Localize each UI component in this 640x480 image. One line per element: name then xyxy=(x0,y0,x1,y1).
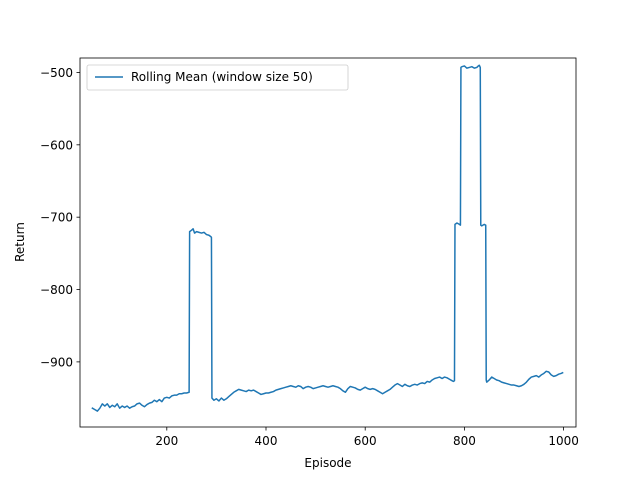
x-axis-label: Episode xyxy=(304,456,351,470)
y-axis: −900 −800 −700 −600 −500 xyxy=(40,66,80,369)
axes-frame xyxy=(79,57,577,428)
y-axis-label: Return xyxy=(13,222,27,262)
series-line-rolling-mean xyxy=(91,64,564,412)
y-tick-label: −800 xyxy=(40,283,73,297)
y-tick-label: −500 xyxy=(40,66,73,80)
legend: Rolling Mean (window size 50) xyxy=(86,64,349,91)
legend-entry-label: Rolling Mean (window size 50) xyxy=(131,70,313,84)
x-tick-label: 200 xyxy=(155,434,178,448)
x-tick-label: 1000 xyxy=(548,434,579,448)
y-tick-label: −900 xyxy=(40,355,73,369)
axes-background xyxy=(80,58,576,427)
x-tick-label: 800 xyxy=(453,434,476,448)
x-tick-label: 600 xyxy=(354,434,377,448)
y-tick-label: −700 xyxy=(40,211,73,225)
x-tick-label: 400 xyxy=(255,434,278,448)
x-axis: 200 400 600 800 1000 xyxy=(155,427,579,448)
plot-area xyxy=(79,57,577,428)
legend-box xyxy=(86,64,349,91)
y-tick-label: −600 xyxy=(40,138,73,152)
